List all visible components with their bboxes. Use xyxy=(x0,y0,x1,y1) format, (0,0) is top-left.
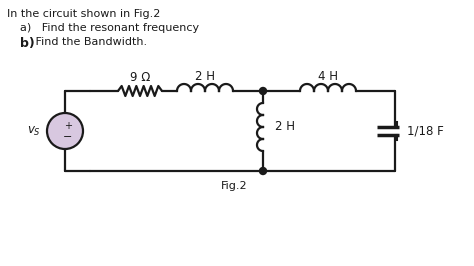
Text: b): b) xyxy=(20,37,35,50)
Text: Fig.2: Fig.2 xyxy=(221,181,247,191)
Circle shape xyxy=(47,113,83,149)
Text: 1/18 F: 1/18 F xyxy=(407,124,444,138)
Text: +: + xyxy=(64,121,72,131)
Text: 4 H: 4 H xyxy=(318,70,338,83)
Text: 2 H: 2 H xyxy=(275,120,295,134)
Text: a)   Find the resonant frequency: a) Find the resonant frequency xyxy=(20,23,199,33)
Text: 9 Ω: 9 Ω xyxy=(130,71,150,84)
Circle shape xyxy=(259,88,266,94)
Text: −: − xyxy=(64,132,73,142)
Text: In the circuit shown in Fig.2: In the circuit shown in Fig.2 xyxy=(7,9,160,19)
Text: $v_S$: $v_S$ xyxy=(27,124,41,138)
Text: Find the Bandwidth.: Find the Bandwidth. xyxy=(32,37,147,47)
Text: 2 H: 2 H xyxy=(195,70,215,83)
Circle shape xyxy=(259,168,266,174)
